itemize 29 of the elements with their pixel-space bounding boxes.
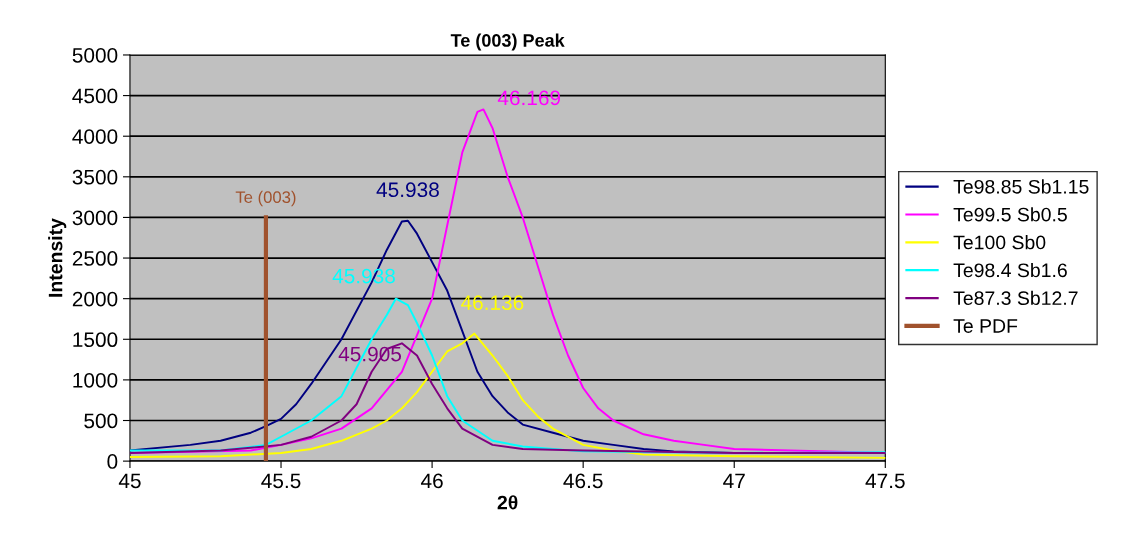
legend-label: Te PDF xyxy=(953,319,1018,333)
legend-label: Te87.3 Sb12.7 xyxy=(953,290,1078,306)
x-tick-label: 47 xyxy=(723,473,745,489)
legend-label: Te99.5 Sb0.5 xyxy=(953,207,1067,222)
annotation: 46.136 xyxy=(460,295,524,311)
x-axis-title: 2θ xyxy=(497,495,518,510)
x-tick-label: 46.5 xyxy=(563,473,603,489)
y-tick-label: 4500 xyxy=(72,88,118,104)
x-tick-label: 45 xyxy=(118,473,141,489)
x-tick-label: 46 xyxy=(420,473,443,489)
y-tick-label: 2000 xyxy=(72,291,118,307)
legend-label: Te98.4 Sb1.6 xyxy=(953,262,1067,278)
annotation: Te (003) xyxy=(235,190,296,207)
y-tick-label: 3000 xyxy=(72,210,118,226)
x-tick-label: 45.5 xyxy=(261,473,301,489)
y-tick-label: 3500 xyxy=(72,169,118,185)
y-tick-label: 0 xyxy=(107,454,118,469)
y-tick-label: 2500 xyxy=(72,251,118,266)
y-axis-title: Intensity xyxy=(48,218,67,297)
x-tick-label: 47.5 xyxy=(865,473,905,489)
y-tick-label: 1500 xyxy=(73,332,118,348)
legend-label: Te100 Sb0 xyxy=(953,235,1046,250)
y-tick-label: 4000 xyxy=(72,129,118,144)
y-tick-label: 1000 xyxy=(73,372,118,388)
y-tick-label: 500 xyxy=(84,413,118,429)
chart-title: Te (003) Peak xyxy=(450,33,565,51)
annotation: 45.938 xyxy=(376,182,439,198)
legend-label: Te98.85 Sb1.15 xyxy=(953,179,1089,194)
y-tick-label: 5000 xyxy=(72,47,118,63)
